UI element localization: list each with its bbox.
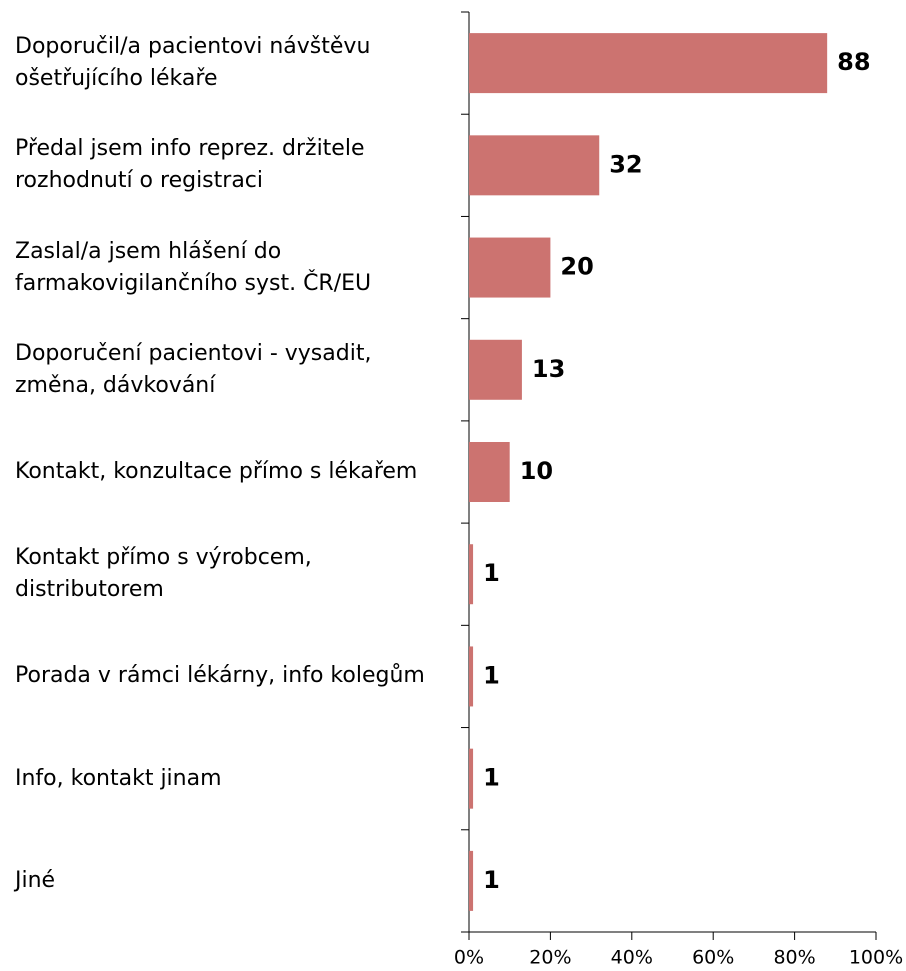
bar — [469, 646, 474, 707]
bar — [469, 339, 522, 400]
value-label: 13 — [532, 355, 565, 383]
category-label: Porada v rámci lékárny, info kolegům — [15, 663, 425, 689]
category-label: Předal jsem info reprez. držitele rozhod… — [15, 136, 365, 194]
value-label: 32 — [609, 150, 642, 178]
bar — [469, 748, 474, 809]
value-label: 1 — [483, 559, 500, 587]
value-label: 10 — [520, 457, 553, 485]
category-label: Kontakt, konzultace přímo s lékařem — [15, 458, 418, 484]
category-label: Doporučení pacientovi - vysadit, změna, … — [15, 340, 372, 398]
x-tick-label: 60% — [692, 947, 734, 969]
value-label: 1 — [483, 764, 500, 792]
x-tick-label: 80% — [773, 947, 815, 969]
bar — [469, 850, 474, 911]
value-label: 1 — [483, 661, 500, 689]
category-label: Doporučil/a pacientovi návštěvu ošetřují… — [15, 34, 371, 92]
bar — [469, 33, 828, 94]
category-label: Jiné — [15, 867, 56, 893]
value-label: 88 — [837, 48, 870, 76]
category-label: Kontakt přímo s výrobcem, distributorem — [15, 545, 312, 603]
bar — [469, 237, 551, 298]
x-tick-label: 40% — [611, 947, 653, 969]
value-label: 1 — [483, 866, 500, 894]
bar — [469, 442, 510, 502]
bar — [469, 544, 474, 605]
category-label: Info, kontakt jinam — [15, 765, 222, 791]
bar — [469, 135, 600, 196]
x-tick-label: 0% — [454, 947, 484, 969]
value-label: 20 — [560, 253, 593, 281]
x-tick-label: 100% — [849, 947, 903, 969]
category-label: Zaslal/a jsem hlášení do farmakovigilanč… — [15, 238, 372, 296]
x-tick-label: 20% — [529, 947, 571, 969]
